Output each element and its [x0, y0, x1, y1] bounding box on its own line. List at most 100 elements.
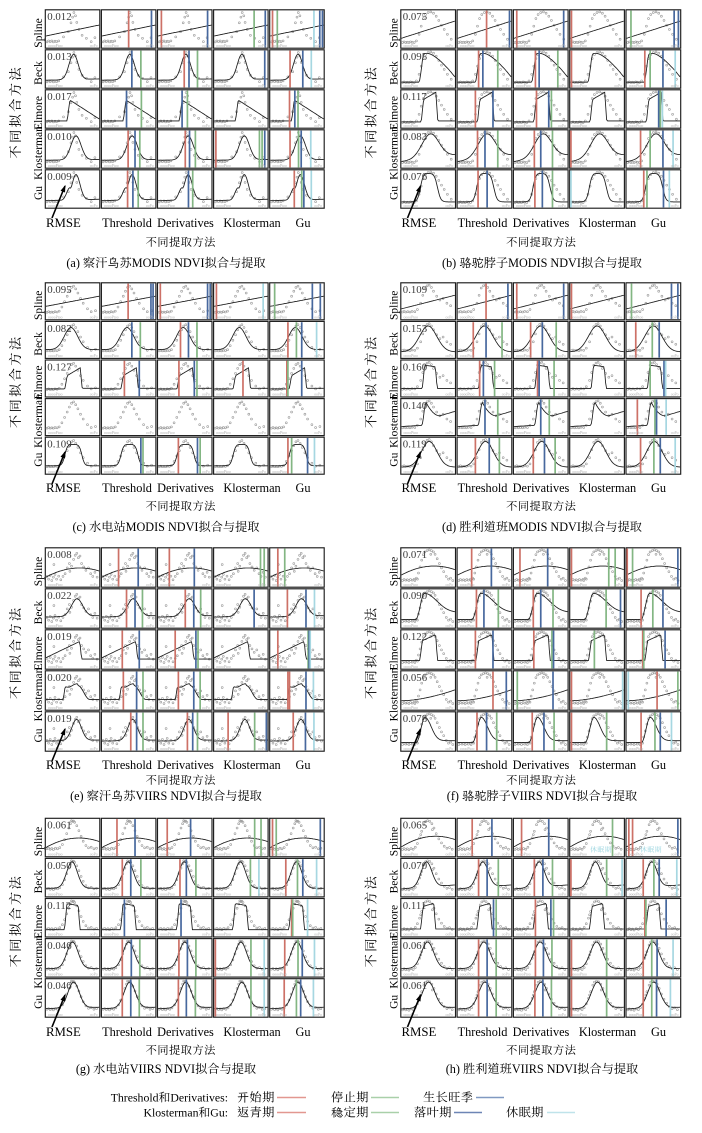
- svg-text:ooPo: ooPo: [558, 852, 566, 856]
- svg-text:ooooPtoo: ooooPtoo: [516, 44, 531, 48]
- svg-text:ooooPtoo: ooooPtoo: [516, 204, 531, 208]
- svg-text:ooPo: ooPo: [614, 583, 622, 587]
- svg-text:ooPo: ooPo: [614, 665, 622, 669]
- svg-text:ooooPtoo: ooooPtoo: [272, 470, 287, 474]
- svg-text:ooPo: ooPo: [202, 315, 210, 319]
- svg-text:ooooPtoo: ooooPtoo: [48, 933, 63, 937]
- svg-text:Beck: Beck: [33, 332, 45, 356]
- svg-text:ooPo: ooPo: [314, 624, 322, 628]
- svg-text:(h): (h): [446, 1062, 460, 1076]
- svg-text:ooooPtoo: ooooPtoo: [572, 124, 587, 128]
- svg-text:ooooPtoo: ooooPtoo: [572, 706, 587, 710]
- svg-text:ooooPtoo: ooooPtoo: [404, 164, 419, 168]
- svg-text:ooooPtoo: ooooPtoo: [160, 665, 175, 669]
- svg-text:ooPo: ooPo: [314, 393, 322, 397]
- svg-text:ooooPtoo: ooooPtoo: [404, 84, 419, 88]
- svg-text:ooPo: ooPo: [558, 164, 566, 168]
- svg-text:ooPo: ooPo: [671, 44, 679, 48]
- svg-text:ooooPtoo: ooooPtoo: [160, 431, 175, 435]
- svg-text:ooPo: ooPo: [671, 852, 679, 856]
- svg-text:ooPo: ooPo: [90, 84, 98, 88]
- svg-text:ooooPtoo: ooooPtoo: [460, 315, 475, 319]
- svg-text:ooPo: ooPo: [445, 893, 453, 897]
- svg-text:ooooPtoo: ooooPtoo: [160, 84, 175, 88]
- svg-text:Klosterman: Klosterman: [223, 758, 280, 772]
- svg-text:0.082: 0.082: [47, 323, 71, 335]
- svg-text:ooooPtoo: ooooPtoo: [516, 164, 531, 168]
- svg-text:Threshold: Threshold: [102, 481, 152, 495]
- svg-text:0.065: 0.065: [403, 820, 427, 832]
- svg-text:Threshold: Threshold: [458, 1025, 508, 1039]
- svg-text:0.012: 0.012: [47, 11, 71, 23]
- svg-text:ooooPtoo: ooooPtoo: [216, 393, 231, 397]
- svg-text:ooPo: ooPo: [614, 893, 622, 897]
- svg-text:ooooPtoo: ooooPtoo: [460, 164, 475, 168]
- svg-text:ooooPtoo: ooooPtoo: [48, 852, 63, 856]
- svg-text:0.070: 0.070: [403, 860, 427, 872]
- svg-text:ooooPtoo: ooooPtoo: [160, 933, 175, 937]
- svg-text:ooooPtoo: ooooPtoo: [272, 1013, 287, 1017]
- svg-text:ooooPtoo: ooooPtoo: [272, 84, 287, 88]
- svg-text:ooPo: ooPo: [258, 1013, 266, 1017]
- svg-text:Threshold: Threshold: [102, 1025, 152, 1039]
- svg-text:ooooPtoo: ooooPtoo: [104, 583, 119, 587]
- svg-text:(b): (b): [442, 256, 456, 270]
- svg-text:ooPo: ooPo: [671, 431, 679, 435]
- svg-text:ooPo: ooPo: [146, 204, 154, 208]
- svg-text:ooooPtoo: ooooPtoo: [404, 354, 419, 358]
- svg-text:ooooPtoo: ooooPtoo: [629, 1013, 644, 1017]
- svg-text:Derivatives: Derivatives: [513, 481, 570, 495]
- svg-text:Gu: Gu: [33, 728, 45, 742]
- svg-text:ooooPtoo: ooooPtoo: [272, 933, 287, 937]
- svg-text:MODIS NDVI: MODIS NDVI: [126, 520, 199, 534]
- svg-text:ooooPtoo: ooooPtoo: [629, 470, 644, 474]
- svg-text:ooPo: ooPo: [258, 665, 266, 669]
- svg-text:ooooPtoo: ooooPtoo: [272, 852, 287, 856]
- svg-text:ooooPtoo: ooooPtoo: [216, 893, 231, 897]
- svg-text:ooooPtoo: ooooPtoo: [516, 893, 531, 897]
- svg-text:ooPo: ooPo: [202, 393, 210, 397]
- svg-text:ooPo: ooPo: [258, 315, 266, 319]
- svg-text:ooooPtoo: ooooPtoo: [460, 665, 475, 669]
- svg-text:ooooPtoo: ooooPtoo: [572, 431, 587, 435]
- svg-text:ooooPtoo: ooooPtoo: [104, 44, 119, 48]
- svg-text:ooPo: ooPo: [558, 393, 566, 397]
- svg-text:ooooPtoo: ooooPtoo: [48, 470, 63, 474]
- svg-text:ooooPtoo: ooooPtoo: [48, 204, 63, 208]
- svg-text:ooPo: ooPo: [90, 124, 98, 128]
- svg-text:ooooPtoo: ooooPtoo: [216, 204, 231, 208]
- svg-text:ooPo: ooPo: [445, 431, 453, 435]
- svg-text:ooPo: ooPo: [614, 124, 622, 128]
- svg-text:Spline: Spline: [33, 291, 45, 320]
- svg-text:Derivatives: Derivatives: [513, 1025, 570, 1039]
- svg-text:Gu: Gu: [651, 758, 666, 772]
- svg-text:ooooPtoo: ooooPtoo: [629, 747, 644, 751]
- svg-text:ooPo: ooPo: [90, 44, 98, 48]
- svg-text:ooPo: ooPo: [314, 124, 322, 128]
- svg-text:ooooPtoo: ooooPtoo: [404, 973, 419, 977]
- svg-text:ooooPtoo: ooooPtoo: [404, 470, 419, 474]
- svg-text:ooPo: ooPo: [146, 124, 154, 128]
- svg-text:ooPo: ooPo: [90, 315, 98, 319]
- svg-text:ooooPtoo: ooooPtoo: [572, 973, 587, 977]
- svg-text:ooooPtoo: ooooPtoo: [216, 747, 231, 751]
- svg-text:Gu: Gu: [389, 728, 401, 742]
- svg-text:ooPo: ooPo: [258, 393, 266, 397]
- svg-text:ooPo: ooPo: [202, 470, 210, 474]
- svg-text:ooPo: ooPo: [146, 354, 154, 358]
- svg-text:Spline: Spline: [389, 291, 401, 320]
- svg-text:ooooPtoo: ooooPtoo: [48, 431, 63, 435]
- svg-text:ooooPtoo: ooooPtoo: [460, 431, 475, 435]
- svg-text:Derivatives: Derivatives: [157, 216, 214, 230]
- svg-text:Elmore: Elmore: [33, 96, 45, 130]
- svg-text:ooooPtoo: ooooPtoo: [516, 1013, 531, 1017]
- svg-text:ooPo: ooPo: [671, 706, 679, 710]
- svg-text:ooPo: ooPo: [445, 933, 453, 937]
- svg-text:ooooPtoo: ooooPtoo: [629, 431, 644, 435]
- svg-text:0.071: 0.071: [403, 549, 427, 561]
- svg-text:ooooPtoo: ooooPtoo: [629, 624, 644, 628]
- svg-text:ooPo: ooPo: [90, 706, 98, 710]
- svg-text:ooooPtoo: ooooPtoo: [272, 665, 287, 669]
- svg-text:ooooPtoo: ooooPtoo: [516, 315, 531, 319]
- svg-text:ooPo: ooPo: [146, 893, 154, 897]
